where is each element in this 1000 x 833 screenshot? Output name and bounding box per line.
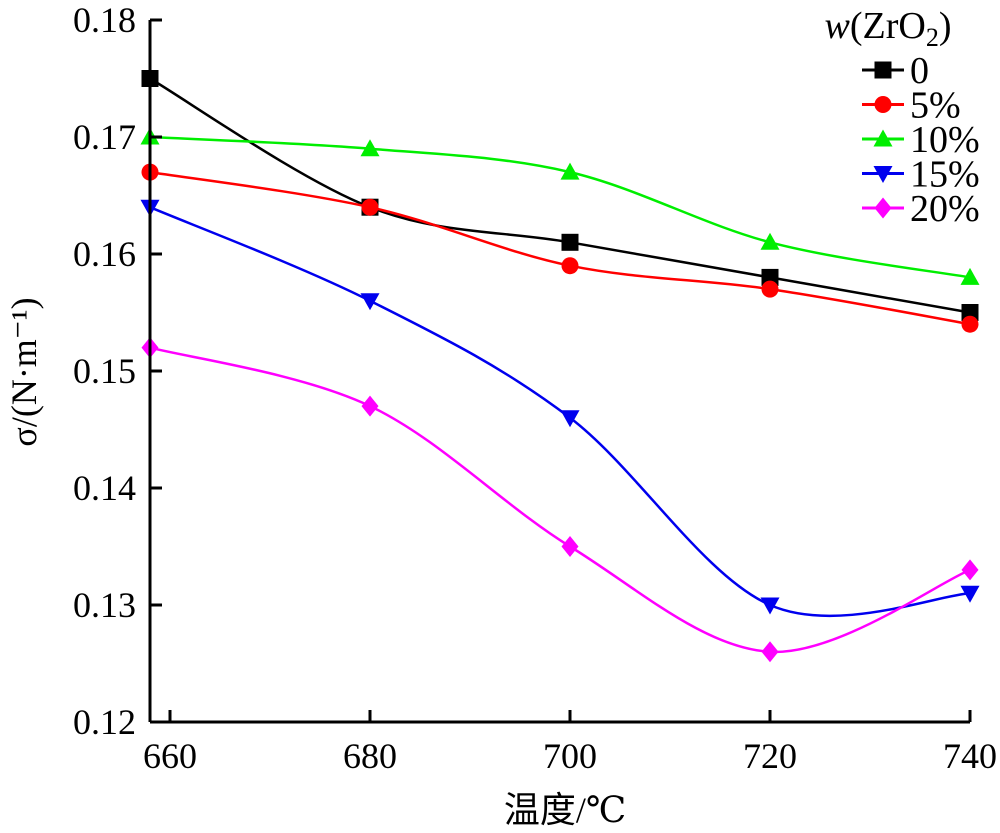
y-tick-label: 0.15 bbox=[73, 351, 136, 391]
y-tick-label: 0.16 bbox=[73, 234, 136, 274]
legend: w(ZrO2) 05%10%15%20% bbox=[825, 5, 980, 230]
x-tick-label: 680 bbox=[343, 736, 397, 776]
data-point bbox=[760, 597, 780, 615]
data-point bbox=[960, 585, 980, 603]
legend-label: 5% bbox=[910, 85, 961, 127]
tick-labels: 0.12 0.13 0.14 0.15 0.16 0.17 0.18 660 680 700 720… bbox=[73, 0, 997, 776]
data-point bbox=[561, 536, 579, 557]
data-point bbox=[361, 198, 379, 216]
data-point bbox=[761, 641, 779, 663]
legend-title-subscript: 2 bbox=[926, 23, 939, 52]
y-axis-title: σ/(N·m⁻¹) bbox=[4, 297, 44, 446]
x-axis-title: 温度/℃ bbox=[504, 790, 626, 830]
y-tick-label: 0.18 bbox=[73, 0, 136, 40]
data-point bbox=[360, 293, 380, 311]
x-tick-label: 740 bbox=[943, 736, 997, 776]
data-point bbox=[761, 268, 779, 286]
data-point bbox=[560, 410, 580, 428]
legend-marker bbox=[874, 61, 892, 79]
series-line bbox=[149, 346, 971, 654]
data-point bbox=[961, 315, 979, 333]
x-tick-label: 700 bbox=[543, 736, 597, 776]
legend-title: w(ZrO2) bbox=[825, 5, 952, 52]
y-tick-label: 0.17 bbox=[73, 117, 136, 157]
data-point bbox=[761, 280, 779, 298]
data-point bbox=[961, 304, 979, 321]
y-tick-label: 0.13 bbox=[73, 585, 136, 625]
legend-title-var: w bbox=[825, 5, 851, 47]
legend-label: 20% bbox=[910, 188, 980, 230]
legend-marker bbox=[874, 197, 892, 219]
legend-marker bbox=[874, 96, 892, 113]
legend-label: 0 bbox=[910, 50, 929, 92]
legend-title-text: (ZrO bbox=[850, 5, 926, 47]
data-point bbox=[960, 267, 980, 285]
data-point bbox=[961, 559, 979, 581]
legend-marker bbox=[873, 129, 893, 147]
plot-area bbox=[140, 70, 980, 663]
y-tick-label: 0.14 bbox=[73, 468, 136, 508]
y-tick-label: 0.12 bbox=[73, 702, 136, 742]
data-point bbox=[360, 139, 380, 157]
data-point bbox=[560, 162, 580, 180]
legend-label: 15% bbox=[910, 154, 980, 196]
x-tick-label: 720 bbox=[743, 736, 797, 776]
legend-label: 10% bbox=[910, 119, 980, 161]
data-point bbox=[361, 395, 379, 417]
data-point bbox=[760, 232, 780, 250]
series-line bbox=[149, 77, 971, 314]
legend-marker bbox=[873, 166, 893, 183]
series-line bbox=[149, 170, 971, 326]
data-point bbox=[561, 233, 579, 251]
axes bbox=[148, 18, 972, 724]
x-tick-label: 660 bbox=[143, 736, 197, 776]
data-point bbox=[561, 257, 579, 275]
series-line bbox=[149, 206, 971, 618]
legend-title-close: ) bbox=[939, 5, 952, 47]
